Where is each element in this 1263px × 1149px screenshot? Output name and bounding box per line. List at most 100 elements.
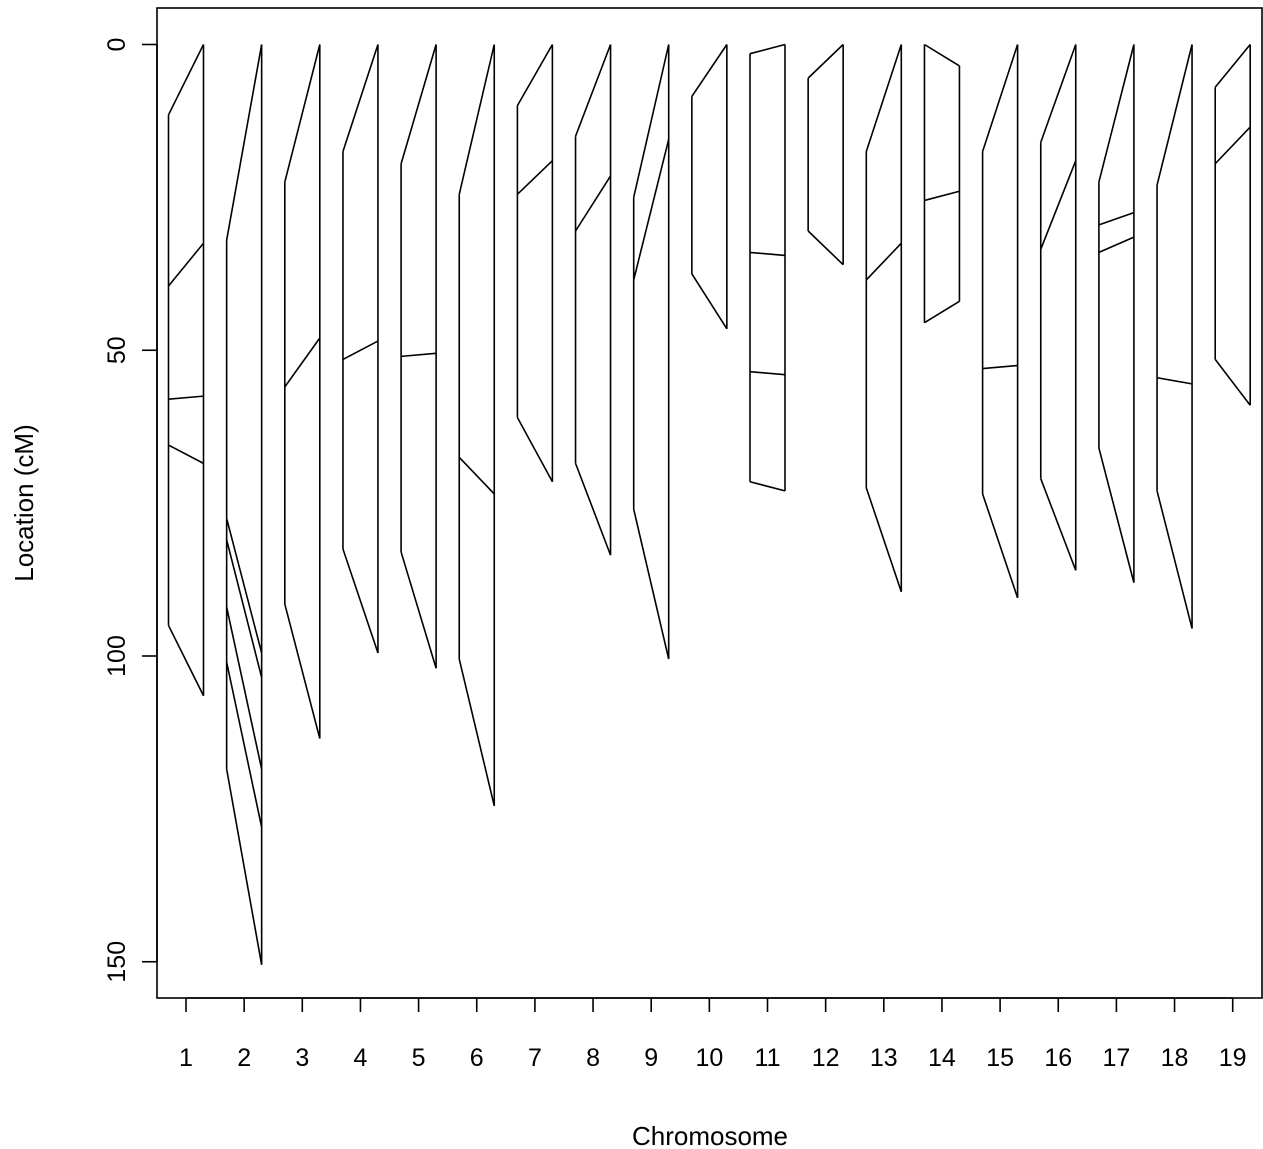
x-tick-label-1: 1 bbox=[179, 1044, 193, 1072]
chromosome-13-link-1 bbox=[865, 242, 902, 281]
chromosome-10-bottom-connector bbox=[691, 273, 728, 330]
chromosome-12-bottom-connector bbox=[807, 230, 844, 266]
chromosome-17-link-1 bbox=[1098, 211, 1135, 226]
y-tick-label: 50 bbox=[103, 336, 131, 364]
chromosome-17-group bbox=[1098, 44, 1135, 583]
chromosome-12-group bbox=[807, 43, 844, 266]
chromosome-17-link-2 bbox=[1098, 236, 1135, 254]
chromosome-4-group bbox=[342, 44, 379, 654]
x-tick-label-8: 8 bbox=[586, 1044, 600, 1072]
chromosome-2-top-connector bbox=[225, 44, 263, 241]
chromosome-9-group bbox=[632, 44, 670, 660]
chromosome-3-bottom-connector bbox=[284, 603, 321, 739]
chromosome-18-top-connector bbox=[1156, 44, 1193, 186]
chromosome-16-group bbox=[1039, 44, 1077, 571]
chromosome-17-top-connector bbox=[1098, 44, 1135, 183]
chromosome-18-bottom-connector bbox=[1156, 490, 1193, 629]
chromosome-15-top-connector bbox=[981, 44, 1019, 152]
chromosome-7-bottom-connector bbox=[516, 417, 554, 483]
chromosome-1-link-2 bbox=[168, 395, 204, 400]
chromosome-15-link-1 bbox=[982, 364, 1018, 370]
chromosome-8-link-1 bbox=[574, 175, 612, 232]
chromosome-4-top-connector bbox=[342, 44, 379, 152]
chromosome-6-group bbox=[458, 44, 496, 807]
chromosome-1-link-1 bbox=[167, 242, 205, 287]
x-tick-label-5: 5 bbox=[412, 1044, 426, 1072]
chromosome-marks bbox=[167, 43, 1251, 965]
x-tick-label-19: 19 bbox=[1219, 1044, 1247, 1072]
chromosome-15-group bbox=[981, 44, 1019, 599]
chromosome-14-link-1 bbox=[924, 190, 960, 202]
chromosome-10-group bbox=[691, 44, 728, 330]
x-tick-label-17: 17 bbox=[1102, 1044, 1130, 1072]
x-tick-label-14: 14 bbox=[928, 1044, 956, 1072]
chromosome-13-bottom-connector bbox=[865, 487, 903, 593]
chromosome-9-bottom-connector bbox=[632, 509, 670, 660]
chromosome-15-bottom-connector bbox=[981, 493, 1019, 599]
chromosome-8-bottom-connector bbox=[574, 463, 612, 556]
chromosome-1-bottom-connector bbox=[167, 625, 205, 697]
plot-frame bbox=[156, 7, 1263, 999]
chromosome-16-top-connector bbox=[1039, 44, 1077, 143]
chromosome-6-bottom-connector bbox=[458, 658, 496, 807]
chromosome-11-link-2 bbox=[749, 370, 786, 376]
x-tick-label-7: 7 bbox=[528, 1044, 542, 1072]
chromosome-2-link-1 bbox=[225, 518, 263, 654]
chromosome-2-link-2 bbox=[225, 539, 263, 678]
x-axis-label: Chromosome bbox=[632, 1121, 788, 1149]
chromosome-7-top-connector bbox=[516, 44, 554, 107]
chromosome-2-link-3 bbox=[225, 606, 263, 770]
y-axis-label: Location (cM) bbox=[9, 424, 39, 582]
chromosome-11-top-connector bbox=[749, 43, 786, 55]
x-tick-label-9: 9 bbox=[644, 1044, 658, 1072]
x-tick-label-15: 15 bbox=[986, 1044, 1014, 1072]
chromosome-12-top-connector bbox=[807, 43, 844, 79]
x-axis: 1 2 3 4 5 6 7 8 9 10 11 12 13 14 15 16 17 18 19 bbox=[179, 997, 1247, 1072]
chromosome-11-link-1 bbox=[749, 251, 786, 257]
chromosome-19-link-1 bbox=[1214, 126, 1251, 165]
chromosome-5-bottom-connector bbox=[400, 551, 437, 669]
chromosome-1-link-3 bbox=[168, 444, 204, 465]
chromosome-9-top-connector bbox=[632, 44, 670, 198]
y-tick-label: 150 bbox=[103, 941, 131, 983]
chromosome-10-top-connector bbox=[691, 44, 728, 97]
chromosome-8-group bbox=[574, 44, 612, 556]
chromosome-17-bottom-connector bbox=[1098, 447, 1135, 583]
chromosome-6-top-connector bbox=[458, 44, 496, 195]
x-tick-label-13: 13 bbox=[870, 1044, 898, 1072]
chromosome-3-link-1 bbox=[284, 337, 321, 388]
chromosome-6-link-1 bbox=[458, 456, 495, 495]
chromosome-4-link-1 bbox=[342, 340, 379, 361]
x-tick-label-4: 4 bbox=[353, 1044, 367, 1072]
x-tick-label-2: 2 bbox=[237, 1044, 251, 1072]
chromosome-14-top-connector bbox=[924, 43, 960, 67]
chromosome-19-group bbox=[1214, 43, 1251, 406]
chromosome-3-top-connector bbox=[284, 44, 321, 183]
chromosome-16-link-1 bbox=[1040, 160, 1077, 250]
chromosome-9-link-1 bbox=[632, 139, 670, 281]
chromosome-16-bottom-connector bbox=[1040, 478, 1077, 571]
chromosome-4-bottom-connector bbox=[342, 548, 379, 654]
chromosome-19-top-connector bbox=[1214, 43, 1251, 88]
chromosome-2-bottom-connector bbox=[225, 768, 263, 965]
y-tick-label: 0 bbox=[103, 38, 131, 52]
chromosome-5-group bbox=[400, 44, 437, 669]
chromosome-8-top-connector bbox=[574, 44, 612, 137]
chromosome-18-link-1 bbox=[1156, 376, 1193, 385]
x-tick-label-10: 10 bbox=[695, 1044, 723, 1072]
chromosome-11-bottom-connector bbox=[749, 480, 786, 492]
chromosome-7-group bbox=[516, 44, 554, 483]
x-tick-label-18: 18 bbox=[1161, 1044, 1189, 1072]
chromosome-5-top-connector bbox=[400, 44, 437, 164]
chromosome-14-group bbox=[923, 43, 961, 324]
x-tick-label-11: 11 bbox=[755, 1044, 781, 1072]
chromosome-2-link-4 bbox=[225, 661, 263, 828]
chromosome-2-group bbox=[225, 44, 263, 965]
chromosome-11-group bbox=[749, 43, 786, 492]
x-tick-label-3: 3 bbox=[295, 1044, 309, 1072]
chromosome-19-bottom-connector bbox=[1214, 358, 1251, 406]
x-tick-label-6: 6 bbox=[470, 1044, 484, 1072]
chromosome-18-group bbox=[1156, 44, 1193, 629]
chromosome-1-group bbox=[167, 44, 205, 697]
x-tick-label-12: 12 bbox=[812, 1044, 840, 1072]
